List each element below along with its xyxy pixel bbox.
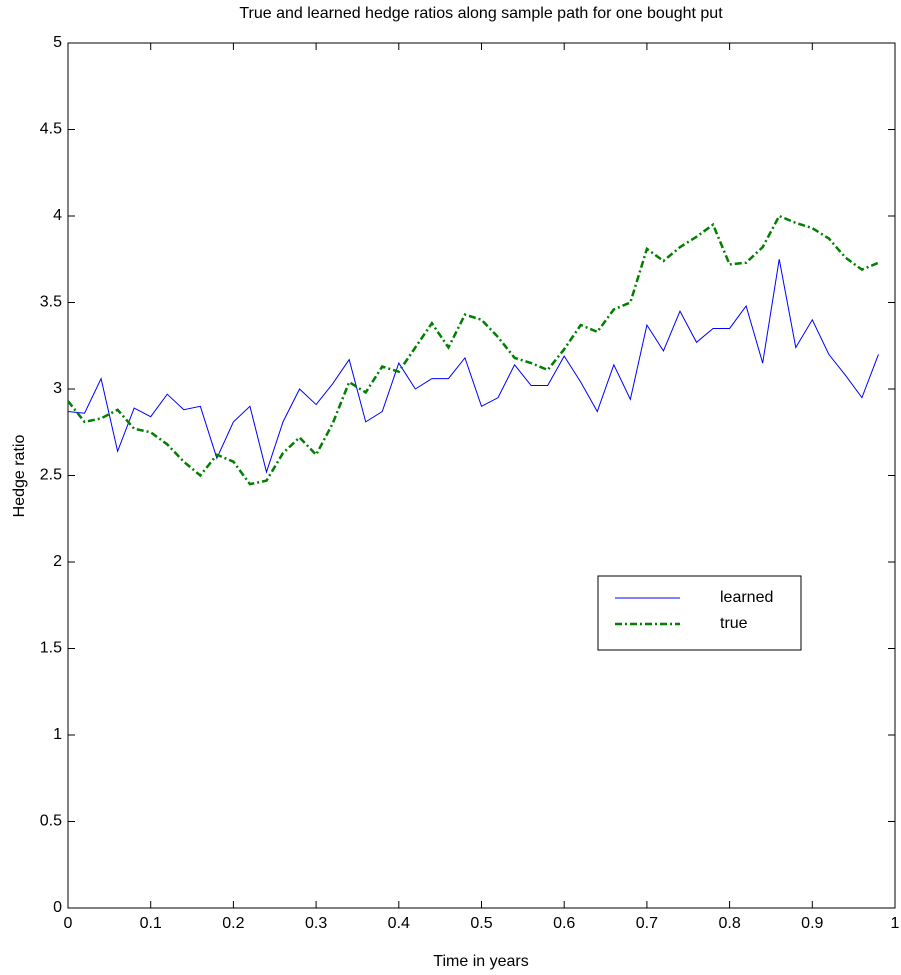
x-tick-label: 0.6 xyxy=(553,915,575,932)
data-line xyxy=(67,259,879,474)
x-tick-label: 0 xyxy=(64,915,73,932)
y-tick-label: 1.5 xyxy=(40,640,62,657)
x-tick-label: 0.5 xyxy=(470,915,492,932)
legend-box xyxy=(597,575,802,651)
x-tick-label: 0.8 xyxy=(718,915,740,932)
y-tick-label: 0.5 xyxy=(40,813,62,830)
chart-title: True and learned hedge ratios along samp… xyxy=(239,5,723,22)
x-tick-label: 0.9 xyxy=(801,915,823,932)
y-tick-label: 3 xyxy=(53,380,62,397)
y-axis-label: Hedge ratio xyxy=(11,435,28,518)
x-tick-label: 0.4 xyxy=(388,915,410,932)
y-tick-label: 0 xyxy=(53,899,62,916)
y-tick-label: 4 xyxy=(53,207,62,224)
y-tick-label: 2 xyxy=(53,553,62,570)
y-tick-label: 5 xyxy=(53,34,62,51)
x-tick-label: 0.1 xyxy=(140,915,162,932)
x-axis-label: Time in years xyxy=(433,953,528,970)
y-tick-label: 4.5 xyxy=(40,121,62,138)
data-line xyxy=(67,214,879,486)
legend-label: learned xyxy=(720,589,773,606)
x-tick-label: 0.2 xyxy=(222,915,244,932)
y-tick-label: 3.5 xyxy=(40,294,62,311)
y-tick-label: 1 xyxy=(53,726,62,743)
legend-label: true xyxy=(720,615,748,632)
x-tick-label: 0.3 xyxy=(305,915,327,932)
y-tick-label: 2.5 xyxy=(40,467,62,484)
plot-frame xyxy=(67,42,896,909)
x-tick-label: 0.7 xyxy=(636,915,658,932)
x-tick-label: 1 xyxy=(891,915,900,932)
